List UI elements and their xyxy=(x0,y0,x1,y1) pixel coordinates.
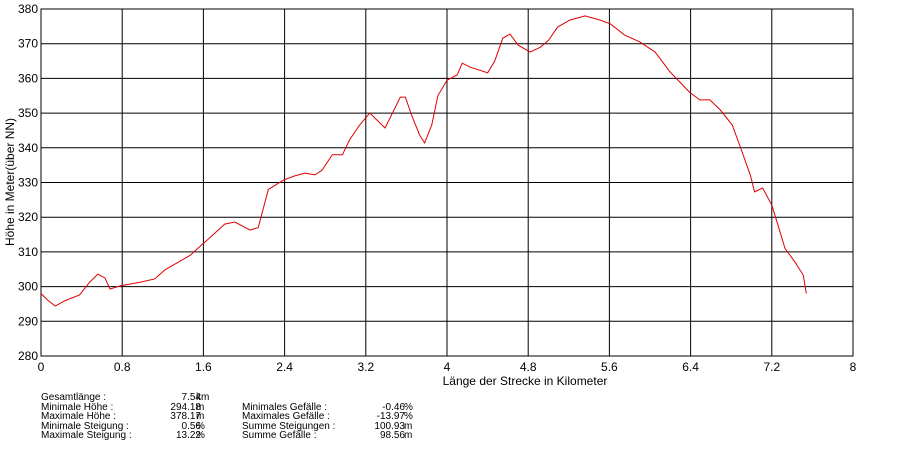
chart: Länge der Strecke in Kilometer Höhe in M… xyxy=(3,2,857,388)
x-tick-label: 4 xyxy=(444,360,451,374)
y-tick-label: 340 xyxy=(18,141,38,155)
stat-label: Maximale Steigung : xyxy=(41,430,132,441)
stat-unit: km xyxy=(196,392,210,403)
x-axis-label: Länge der Strecke in Kilometer xyxy=(443,374,608,388)
y-tick-label: 350 xyxy=(18,106,38,120)
y-tick-label: 280 xyxy=(18,349,38,363)
x-tick-label: 0 xyxy=(38,360,45,374)
stat-unit: % xyxy=(196,430,205,441)
x-tick-label: 2.4 xyxy=(276,360,293,374)
stat-label: Summe Gefälle : xyxy=(242,430,317,441)
stat-label: Maximales Gefälle : xyxy=(242,411,330,422)
stat-unit: % xyxy=(196,420,205,432)
stat-value: 294.18 xyxy=(170,401,201,413)
stat-value: 7.54 xyxy=(181,392,201,403)
stat-unit: % xyxy=(404,401,413,413)
stat-label: Minimales Gefälle : xyxy=(242,401,328,413)
elevation-line xyxy=(40,15,807,307)
stat-value: -13.97 xyxy=(376,411,405,422)
y-tick-label: 330 xyxy=(18,176,38,190)
stat-value: 13.22 xyxy=(175,430,201,441)
stat-label: Summe Steigungen : xyxy=(242,420,336,432)
stat-value: 378.17 xyxy=(170,411,201,422)
stat-label: Gesamtlänge : xyxy=(41,392,107,403)
x-tick-label: 3.2 xyxy=(357,360,374,374)
y-tick-label: 300 xyxy=(18,280,38,294)
x-tick-label: 5.6 xyxy=(601,360,618,374)
y-tick-label: 320 xyxy=(18,210,38,224)
y-tick-label: 380 xyxy=(18,2,38,16)
x-tick-label: 1.6 xyxy=(195,360,212,374)
x-tick-label: 6.4 xyxy=(682,360,699,374)
y-axis-label: Höhe in Meter(über NN) xyxy=(3,118,17,246)
stat-value: -0.46 xyxy=(382,401,405,413)
x-tick-label: 4.8 xyxy=(520,360,537,374)
stat-value: 100.93 xyxy=(374,420,405,432)
y-tick-label: 310 xyxy=(18,245,38,259)
y-tick-label: 360 xyxy=(18,71,38,85)
stat-label: Minimale Steigung : xyxy=(41,420,129,432)
stat-unit: % xyxy=(404,411,413,422)
stat-unit: m xyxy=(404,420,413,432)
stat-value: 0.56 xyxy=(181,420,201,432)
y-tick-label: 290 xyxy=(18,314,38,328)
stat-unit: m xyxy=(404,430,413,441)
stat-value: 98.56 xyxy=(379,430,405,441)
y-tick-label: 370 xyxy=(18,37,38,51)
stat-label: Minimale Höhe : xyxy=(41,401,114,413)
x-tick-label: 8 xyxy=(850,360,857,374)
x-tick-label: 0.8 xyxy=(114,360,131,374)
stat-unit: m xyxy=(196,401,205,413)
stat-unit: m xyxy=(196,411,205,422)
x-tick-label: 7.2 xyxy=(763,360,780,374)
stat-label: Maximale Höhe : xyxy=(41,411,117,422)
